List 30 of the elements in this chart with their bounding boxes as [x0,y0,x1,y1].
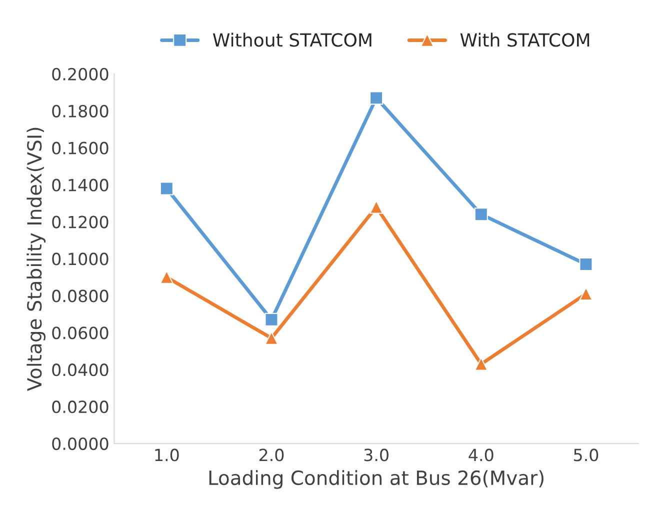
point [264,312,278,326]
y-tick-label: 0.1000 [52,252,108,266]
y-tick-label: 0.0400 [52,364,108,376]
x-tick-label: 3.0 [364,448,388,462]
legend-label: With STATCOM [460,32,590,47]
point [264,331,278,345]
point [370,200,384,214]
point [579,287,593,301]
y-tick-label: 0.1600 [52,142,108,154]
x-axis-title: Loading Condition at Bus 26(Mvar) [209,470,544,489]
point [370,91,384,105]
y-tick-label: 0.0800 [52,290,108,302]
point [579,257,593,272]
point [474,208,488,222]
y-tick-label: 0.0600 [52,326,108,340]
legend-label: Without STATCOM [212,32,372,47]
x-tick-label: 1.0 [155,448,179,462]
y-tick-label: 0.1400 [52,178,108,192]
x-tick-label: 5.0 [574,448,598,462]
y-tick-label: 0.1200 [52,216,108,228]
point [160,182,174,196]
point [160,270,174,284]
x-tick-label: 2.0 [259,448,284,462]
y-tick-label: 0.2000 [52,68,108,80]
y-axis-title: Voltage Stability Index(VSI) [26,128,46,392]
point [474,357,488,371]
y-tick-label: 0.0000 [52,437,108,450]
x-tick-label: 4.0 [468,448,494,462]
y-tick-label: 0.1800 [52,104,108,118]
y-tick-label: 0.0200 [52,400,108,414]
